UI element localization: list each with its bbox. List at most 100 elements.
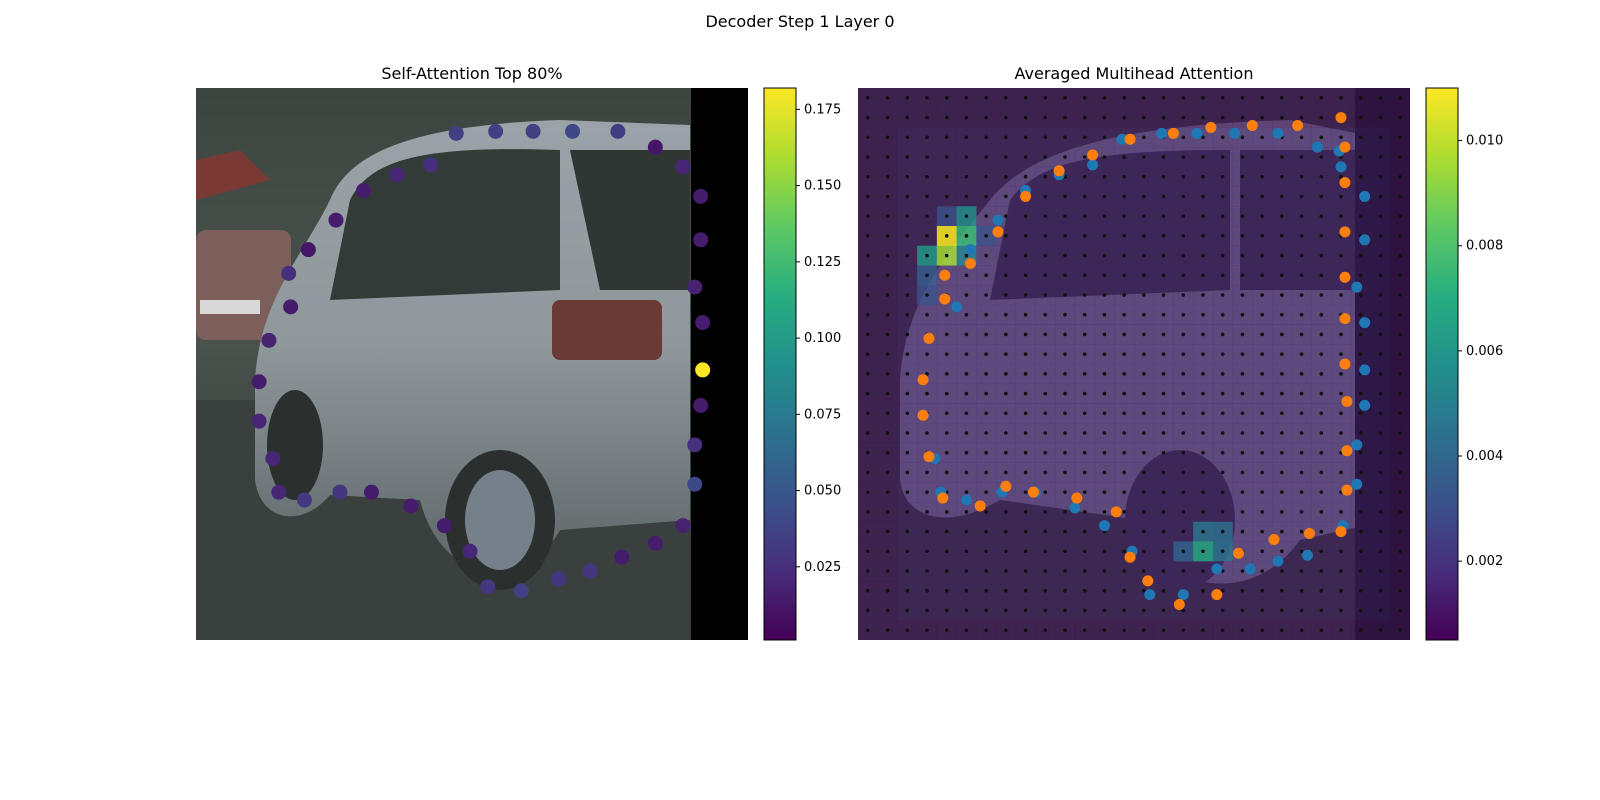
query-grid-dot	[1240, 332, 1245, 337]
query-grid-dot	[1319, 155, 1324, 159]
attention-point-30	[251, 413, 267, 429]
query-grid-dot	[1142, 529, 1146, 534]
query-grid-dot	[964, 352, 969, 356]
query-grid-dot	[1358, 253, 1363, 258]
query-grid-dot	[1161, 588, 1166, 593]
query-grid-dot	[1240, 431, 1245, 435]
query-grid-dot	[1063, 155, 1067, 159]
right-reference-points	[917, 112, 1371, 611]
query-grid-dot	[1004, 391, 1008, 396]
query-grid-dot	[984, 490, 988, 494]
query-grid-dot	[1280, 391, 1284, 396]
attention-point-31	[251, 374, 267, 390]
query-grid-dot	[1240, 174, 1245, 179]
query-grid-dot	[866, 194, 870, 199]
query-grid-dot	[1043, 352, 1048, 356]
query-grid-dot	[1240, 234, 1245, 238]
query-grid-dot	[1240, 96, 1245, 100]
query-grid-dot	[1102, 391, 1107, 396]
query-grid-dot	[1082, 510, 1087, 514]
reference-point-s0-19	[1211, 563, 1223, 575]
query-grid-dot	[1102, 273, 1107, 278]
query-grid-dot	[1043, 273, 1048, 278]
query-grid-dot	[1102, 352, 1107, 356]
query-grid-dot	[1378, 529, 1383, 534]
query-grid-dot	[1339, 332, 1343, 337]
query-grid-dot	[1201, 588, 1205, 593]
query-grid-dot	[1398, 155, 1402, 159]
query-grid-dot	[1142, 352, 1146, 356]
colorbar-tick-label: 0.125	[804, 255, 841, 270]
query-grid-dot	[1398, 411, 1402, 416]
query-grid-dot	[1398, 391, 1402, 396]
query-grid-dot	[964, 135, 969, 140]
query-grid-dot	[1102, 510, 1107, 514]
query-grid-dot	[1004, 608, 1008, 613]
query-grid-dot	[964, 608, 969, 613]
query-grid-dot	[1201, 431, 1205, 435]
query-grid-dot	[1102, 549, 1107, 554]
query-grid-dot	[1023, 115, 1028, 120]
query-grid-dot	[1378, 490, 1383, 494]
query-grid-dot	[1063, 608, 1067, 613]
query-grid-dot	[866, 115, 870, 120]
query-grid-dot	[1339, 411, 1343, 416]
reference-point-s0-2	[1191, 127, 1203, 139]
query-grid-dot	[1142, 431, 1146, 435]
query-grid-dot	[1201, 194, 1205, 199]
query-grid-dot	[905, 352, 910, 356]
query-grid-dot	[885, 510, 890, 514]
reference-point-s1-3	[1246, 119, 1258, 131]
query-grid-dot	[1142, 569, 1146, 573]
query-grid-dot	[905, 155, 910, 159]
query-grid-dot	[964, 391, 969, 396]
query-grid-dot	[1063, 391, 1067, 396]
colorbar-tick-label: 0.010	[1466, 134, 1503, 149]
attention-point-26	[332, 484, 348, 500]
query-grid-dot	[1043, 372, 1048, 376]
query-grid-dot	[905, 529, 910, 534]
query-grid-dot	[1260, 608, 1264, 613]
query-grid-dot	[1398, 608, 1402, 613]
reference-point-s0-14	[1351, 478, 1363, 490]
query-grid-dot	[1220, 332, 1225, 337]
query-grid-dot	[885, 372, 890, 376]
query-grid-dot	[1161, 234, 1166, 238]
query-grid-dot	[1319, 174, 1324, 179]
query-grid-dot	[1004, 549, 1008, 554]
query-grid-dot	[944, 135, 949, 140]
attention-point-4	[610, 123, 626, 139]
query-grid-dot	[1240, 450, 1245, 455]
query-grid-dot	[866, 234, 870, 238]
reference-point-s1-7	[1339, 177, 1351, 189]
query-grid-dot	[1378, 470, 1383, 475]
query-grid-dot	[925, 253, 929, 258]
query-grid-dot	[905, 628, 910, 632]
query-grid-dot	[944, 174, 949, 179]
query-grid-dot	[1181, 312, 1186, 317]
reference-point-s0-0	[1116, 133, 1128, 145]
query-grid-dot	[1161, 194, 1166, 199]
query-grid-dot	[1063, 470, 1067, 475]
query-grid-dot	[1201, 391, 1205, 396]
query-grid-dot	[1122, 273, 1126, 278]
query-grid-dot	[1358, 510, 1363, 514]
query-grid-dot	[944, 214, 949, 218]
query-grid-dot	[984, 352, 988, 356]
query-grid-dot	[1358, 588, 1363, 593]
query-grid-dot	[1004, 273, 1008, 278]
query-grid-dot	[1280, 96, 1284, 100]
query-grid-dot	[1102, 569, 1107, 573]
query-grid-dot	[1023, 174, 1028, 179]
query-grid-dot	[1181, 174, 1186, 179]
query-grid-dot	[1102, 293, 1107, 297]
query-grid-dot	[1240, 391, 1245, 396]
query-grid-dot	[1102, 450, 1107, 455]
query-grid-dot	[1299, 96, 1304, 100]
query-grid-dot	[1004, 253, 1008, 258]
attention-point-15	[675, 518, 691, 534]
reference-point-s0-4	[1272, 127, 1284, 139]
query-grid-dot	[964, 155, 969, 159]
query-grid-dot	[1299, 135, 1304, 140]
query-grid-dot	[1142, 450, 1146, 455]
